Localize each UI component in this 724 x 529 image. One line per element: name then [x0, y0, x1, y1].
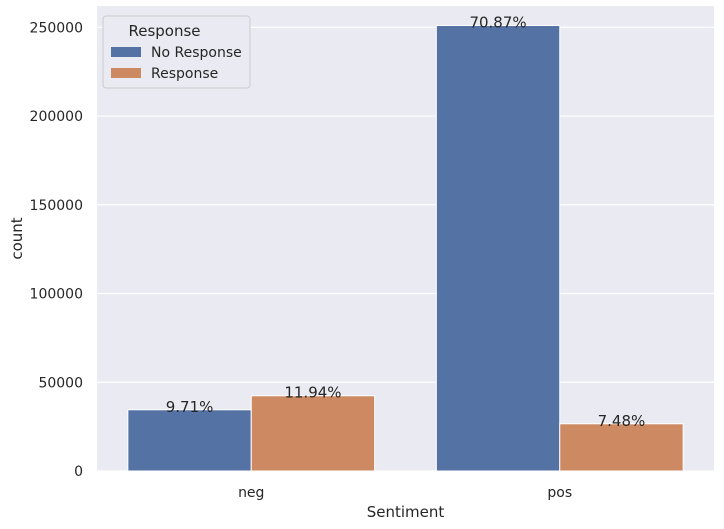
bar-no-response-pos — [435, 25, 561, 472]
y-axis-label: count — [8, 217, 26, 259]
y-tick-label: 0 — [74, 464, 83, 480]
bar-response-neg — [250, 395, 376, 472]
y-tick-label: 50000 — [38, 375, 83, 391]
y-tick-labels: 0 50000 100000 150000 200000 250000 — [30, 20, 83, 480]
bar-no-response-neg — [127, 409, 252, 472]
y-tick-label: 200000 — [30, 109, 83, 125]
legend-title: Response — [128, 22, 200, 40]
bar-data-label: 9.71% — [166, 398, 214, 416]
y-tick-label: 150000 — [30, 198, 83, 214]
x-axis-label: Sentiment — [367, 503, 445, 521]
y-tick-label: 250000 — [30, 20, 83, 36]
x-tick-label: neg — [238, 485, 264, 501]
bars — [127, 25, 684, 472]
legend-swatch — [111, 68, 141, 78]
x-tick-label: pos — [547, 485, 572, 501]
legend-entries: No Response Response — [111, 45, 242, 82]
bar-data-label: 7.48% — [598, 412, 646, 430]
bar-data-label: 70.87% — [469, 14, 526, 32]
legend-entry-label: Response — [151, 66, 218, 82]
legend-entry-label: No Response — [151, 45, 242, 61]
bar-response-pos — [559, 423, 684, 472]
bar-labels: 9.71% 70.87% 11.94% 7.48% — [166, 14, 646, 430]
legend: Response No Response Response — [102, 15, 251, 89]
x-tick-labels: neg pos — [238, 485, 572, 501]
y-tick-label: 100000 — [30, 287, 83, 303]
legend-swatch — [111, 47, 141, 57]
bar-data-label: 11.94% — [284, 384, 341, 402]
